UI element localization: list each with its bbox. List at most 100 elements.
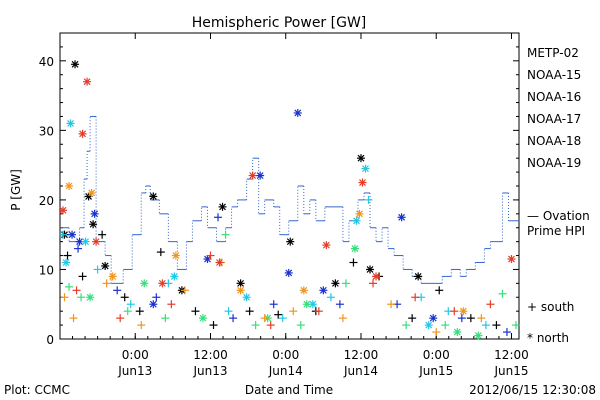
- data-point-south: [245, 307, 254, 316]
- data-point-north: [101, 261, 110, 270]
- data-point-north: [89, 220, 98, 229]
- data-point-north: [68, 230, 77, 239]
- data-point-south: [156, 248, 165, 257]
- plot-frame: [59, 32, 520, 340]
- data-point-south: [466, 314, 475, 323]
- data-point-north: [284, 268, 293, 277]
- plot-timestamp: 2012/06/15 12:30:08: [469, 383, 596, 397]
- data-point-north: [81, 237, 90, 246]
- x-tick-label-time: 0:00: [122, 348, 149, 362]
- data-point-north: [170, 272, 179, 281]
- marker-legend: + south * north: [527, 300, 574, 345]
- data-point-south: [123, 307, 132, 316]
- y-axis: 0 10 20 30 40: [39, 46, 519, 347]
- data-point-south: [251, 321, 260, 330]
- data-point-south: [77, 293, 86, 302]
- chart-title: Hemispheric Power [GW]: [192, 15, 367, 31]
- data-point-north: [108, 272, 117, 281]
- data-point-south: [314, 307, 323, 316]
- data-point-south: [341, 279, 350, 288]
- data-point-north: [78, 129, 87, 138]
- y-tick-label: 10: [39, 263, 54, 277]
- data-point-south: [135, 307, 144, 316]
- data-point-north: [355, 209, 364, 218]
- data-point-south: [221, 230, 230, 239]
- data-point-south: [126, 300, 135, 309]
- x-tick-label-time: 12:00: [344, 348, 379, 362]
- marker-legend-north: * north: [527, 331, 569, 345]
- legend-entry-noaa-17: NOAA-17: [527, 112, 581, 126]
- x-axis: 0:00 Jun13 12:00 Jun13 0:00 Jun14 12:00 Jun14 0:…: [72, 33, 529, 378]
- data-point-north: [361, 164, 370, 173]
- y-tick-label: 30: [39, 124, 54, 138]
- data-point-south: [65, 282, 74, 291]
- data-point-north: [322, 241, 331, 250]
- x-tick-label-time: 0:00: [272, 348, 299, 362]
- data-point-north: [92, 237, 101, 246]
- data-point-south: [224, 307, 233, 316]
- data-point-north: [286, 237, 295, 246]
- data-point-north: [236, 279, 245, 288]
- data-point-north: [507, 255, 516, 264]
- data-point-north: [215, 258, 224, 267]
- x-tick-label-time: 0:00: [423, 348, 450, 362]
- x-tick-label-time: 12:00: [193, 348, 228, 362]
- plot-credit: Plot: CCMC: [4, 383, 70, 397]
- data-point-south: [59, 230, 68, 239]
- ovation-legend-line1: — Ovation: [527, 209, 590, 223]
- data-point-north: [65, 182, 74, 190]
- data-point-north: [356, 154, 365, 163]
- data-point-south: [63, 251, 72, 260]
- data-point-south: [486, 300, 495, 309]
- y-axis-label: P [GW]: [9, 169, 23, 211]
- data-point-north: [358, 178, 367, 187]
- data-point-north: [242, 293, 251, 302]
- x-tick-label-date: Jun14: [343, 364, 378, 378]
- data-point-south: [266, 321, 275, 330]
- data-point-north: [299, 286, 308, 295]
- data-point-north: [453, 328, 462, 337]
- data-point-north: [397, 213, 406, 222]
- data-point-south: [511, 321, 520, 330]
- x-tick-label-date: Jun15: [418, 364, 453, 378]
- data-point-south: [435, 286, 444, 295]
- data-point-north: [352, 216, 361, 225]
- data-point-south: [113, 286, 122, 295]
- data-point-south: [229, 314, 238, 323]
- data-point-south: [408, 314, 417, 323]
- data-point-south: [260, 314, 269, 323]
- data-point-south: [269, 300, 278, 309]
- data-point-north: [59, 206, 68, 215]
- data-point-north: [83, 77, 92, 86]
- data-point-south: [116, 314, 125, 323]
- x-tick-label-time: 12:00: [494, 348, 529, 362]
- x-tick-label-date: Jun13: [192, 364, 227, 378]
- legend-entry-noaa-18: NOAA-18: [527, 134, 581, 148]
- data-point-south: [120, 293, 129, 302]
- data-point-north: [90, 209, 99, 218]
- data-point-north: [218, 202, 227, 211]
- data-point-north: [424, 321, 433, 330]
- data-point-south: [338, 314, 347, 323]
- data-point-north: [149, 192, 158, 201]
- data-point-north: [62, 258, 71, 267]
- data-point-north: [158, 279, 167, 288]
- data-point-south: [432, 328, 441, 337]
- y-tick-label: 20: [39, 194, 54, 208]
- y-tick-label: 0: [46, 333, 54, 347]
- data-points: [59, 60, 520, 340]
- data-point-south: [78, 272, 87, 281]
- data-point-south: [214, 213, 223, 222]
- data-point-north: [302, 300, 311, 309]
- data-point-south: [137, 321, 146, 330]
- y-tick-label: 40: [39, 55, 54, 69]
- data-point-south: [481, 321, 490, 330]
- data-point-south: [477, 314, 486, 323]
- data-point-north: [71, 60, 80, 69]
- data-point-north: [350, 244, 359, 253]
- data-point-north: [236, 286, 245, 295]
- legend-entry-noaa-19: NOAA-19: [527, 156, 581, 170]
- legend-entry-noaa-15: NOAA-15: [527, 68, 581, 82]
- ovation-prime-hpi-line: [60, 115, 519, 284]
